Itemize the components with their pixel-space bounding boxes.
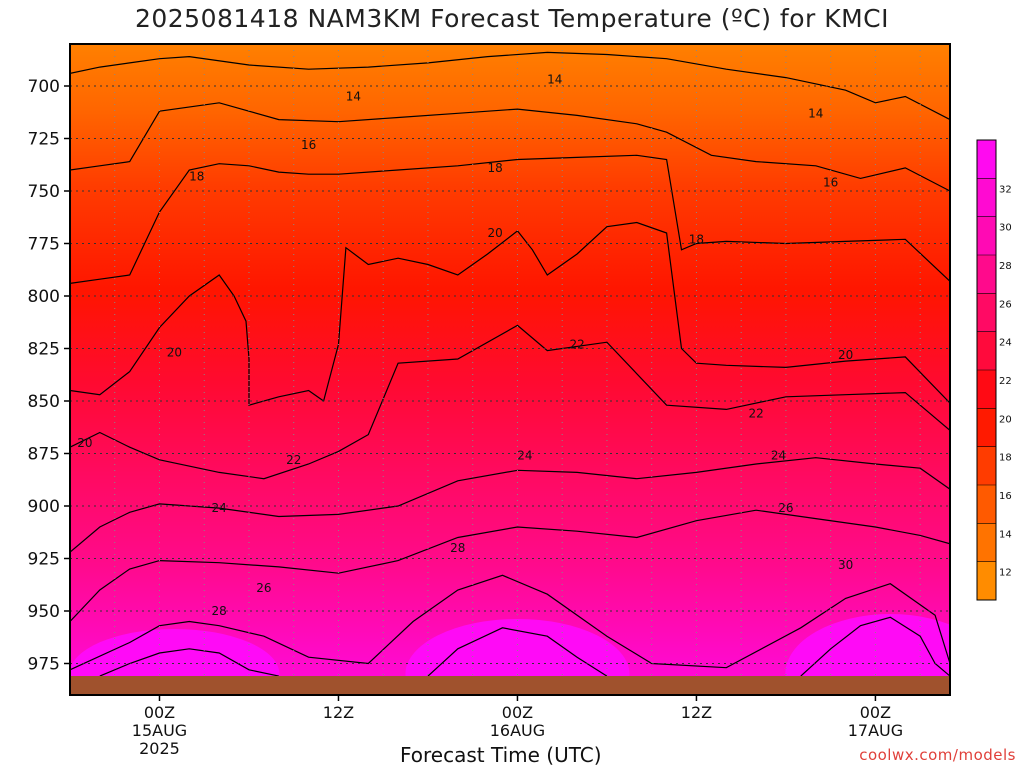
colorbar-label: 30 xyxy=(999,223,1012,234)
y-tick-label: 800 xyxy=(28,287,60,307)
contour-label: 24 xyxy=(212,501,227,515)
terrain-ground xyxy=(70,676,950,695)
colorbar-swatch xyxy=(977,178,996,217)
colorbar-swatch xyxy=(977,293,996,332)
y-tick-label: 700 xyxy=(28,77,60,97)
contour-label: 24 xyxy=(517,449,532,463)
x-tick-label: 15AUG xyxy=(132,721,187,740)
contour-line-22 xyxy=(70,324,950,480)
contour-lines xyxy=(70,51,950,677)
x-tick-label: 16AUG xyxy=(490,721,545,740)
y-tick-label: 975 xyxy=(28,655,60,675)
colorbar: 12 14 16 18 20 22 24 26 28 30 32 xyxy=(976,139,1012,601)
temperature-field xyxy=(70,44,950,695)
y-tick-label: 825 xyxy=(28,340,60,360)
colorbar-label: 32 xyxy=(999,184,1012,195)
colorbar-swatch xyxy=(977,523,996,562)
contour-line-20 xyxy=(70,221,950,406)
colorbar-swatch xyxy=(977,561,996,600)
y-tick-label: 725 xyxy=(28,130,60,150)
y-tick-label: 750 xyxy=(28,182,60,202)
colorbar-label: 18 xyxy=(999,453,1012,464)
x-axis-label: Forecast Time (UTC) xyxy=(400,743,602,767)
colorbar-label: 24 xyxy=(999,338,1012,349)
credit-link[interactable]: coolwx.com/models xyxy=(859,746,1016,764)
x-tick-label: 00Z xyxy=(502,703,533,722)
y-tick-label: 850 xyxy=(28,392,60,412)
contour-label: 20 xyxy=(77,436,92,450)
contour-label: 16 xyxy=(301,138,316,152)
contour-line-30 xyxy=(427,627,608,677)
x-tick-label: 00Z xyxy=(860,703,891,722)
x-tick-label: 12Z xyxy=(323,703,354,722)
contour-label: 20 xyxy=(838,348,853,362)
contour-label: 26 xyxy=(778,501,793,515)
contour-label: 14 xyxy=(808,106,823,120)
contour-label: 18 xyxy=(689,232,704,246)
contour-line-24 xyxy=(70,457,950,553)
colorbar-swatch xyxy=(977,446,996,485)
colorbar-swatch xyxy=(977,255,996,294)
contour-label: 16 xyxy=(823,176,838,190)
colorbar-label: 16 xyxy=(999,491,1012,502)
x-tick-label: 17AUG xyxy=(848,721,903,740)
contour-label: 14 xyxy=(547,73,562,87)
contour-label: 20 xyxy=(167,346,182,360)
y-axis-ticks: 700 725 750 775 800 825 850 875 900 925 950 975 xyxy=(28,77,70,675)
x-tick-label: 2025 xyxy=(139,739,180,758)
contour-label: 28 xyxy=(450,541,465,555)
colorbar-swatch xyxy=(977,408,996,447)
contour-label: 14 xyxy=(346,90,361,104)
colorbar-label: 12 xyxy=(999,568,1012,579)
colorbar-label: 22 xyxy=(999,376,1012,387)
grid-lines xyxy=(70,44,950,695)
y-tick-label: 875 xyxy=(28,445,60,465)
contour-label: 22 xyxy=(748,407,763,421)
contour-line-18 xyxy=(70,154,950,284)
chart-title: 2025081418 NAM3KM Forecast Temperature (… xyxy=(134,4,890,33)
contour-line-28 xyxy=(70,574,950,671)
colorbar-swatch xyxy=(977,216,996,255)
colorbar-swatch xyxy=(977,370,996,409)
contour-label: 22 xyxy=(286,453,301,467)
colorbar-swatch xyxy=(977,331,996,370)
plot-frame xyxy=(69,43,951,696)
contour-labels: 14 14 14 16 16 18 18 18 20 20 20 20 22 22 22 24 24 24 26 26… xyxy=(77,73,853,618)
colorbar-swatch xyxy=(977,140,996,179)
contour-line-14 xyxy=(70,51,950,121)
contour-label: 18 xyxy=(189,169,204,183)
x-tick-label: 12Z xyxy=(681,703,712,722)
contour-line-16 xyxy=(70,102,950,192)
contour-label: 26 xyxy=(256,581,271,595)
contour-line-26 xyxy=(70,509,950,622)
y-tick-label: 900 xyxy=(28,497,60,517)
colorbar-swatch xyxy=(977,485,996,524)
colorbar-label: 26 xyxy=(999,299,1012,310)
contour-label: 22 xyxy=(569,337,584,351)
contour-label: 20 xyxy=(487,226,502,240)
y-tick-label: 950 xyxy=(28,602,60,622)
contour-label: 18 xyxy=(487,161,502,175)
contour-label: 24 xyxy=(771,449,786,463)
y-tick-label: 775 xyxy=(28,235,60,255)
warm-core-blob xyxy=(785,614,950,695)
x-tick-label: 00Z xyxy=(144,703,175,722)
colorbar-label: 20 xyxy=(999,414,1012,425)
y-tick-label: 925 xyxy=(28,550,60,570)
contour-line-30 xyxy=(99,648,279,677)
contour-label: 30 xyxy=(838,558,853,572)
colorbar-label: 14 xyxy=(999,529,1012,540)
contour-label: 28 xyxy=(212,604,227,618)
colorbar-label: 28 xyxy=(999,261,1012,272)
